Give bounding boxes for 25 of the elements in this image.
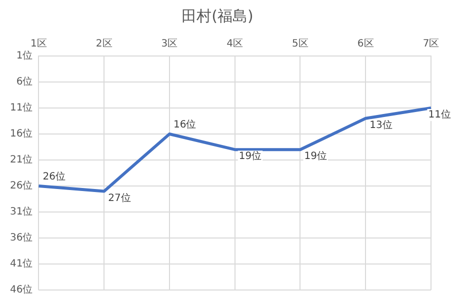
data-label: 19位 bbox=[238, 150, 262, 162]
y-tick-label: 41位 bbox=[10, 258, 33, 270]
data-label: 13位 bbox=[370, 118, 392, 131]
chart-title: 田村(福島) bbox=[182, 6, 254, 25]
y-tick-label: 16位 bbox=[10, 128, 33, 140]
x-tick-label: 7区 bbox=[422, 38, 440, 50]
data-label: 16位 bbox=[173, 118, 196, 131]
data-label: 27位 bbox=[108, 192, 131, 204]
y-tick-label: 11位 bbox=[10, 102, 33, 114]
x-tick-label: 3区 bbox=[161, 38, 178, 50]
x-tick-label: 1区 bbox=[30, 38, 47, 50]
y-tick-label: 21位 bbox=[10, 154, 33, 166]
data-label: 19位 bbox=[304, 150, 327, 162]
y-tick-label: 46位 bbox=[10, 284, 33, 296]
x-tick-label: 6区 bbox=[357, 38, 374, 50]
y-tick-label: 36位 bbox=[10, 232, 33, 244]
x-tick-label: 2区 bbox=[96, 38, 112, 50]
data-label: 26位 bbox=[42, 170, 66, 183]
y-tick-label: 26位 bbox=[10, 180, 33, 192]
x-tick-label: 5区 bbox=[292, 38, 308, 50]
y-tick-label: 31位 bbox=[10, 206, 33, 218]
data-label: 11位 bbox=[428, 108, 452, 121]
y-tick-label: 1位 bbox=[16, 50, 33, 62]
x-tick-label: 4区 bbox=[226, 38, 244, 50]
y-tick-label: 6位 bbox=[16, 76, 33, 88]
